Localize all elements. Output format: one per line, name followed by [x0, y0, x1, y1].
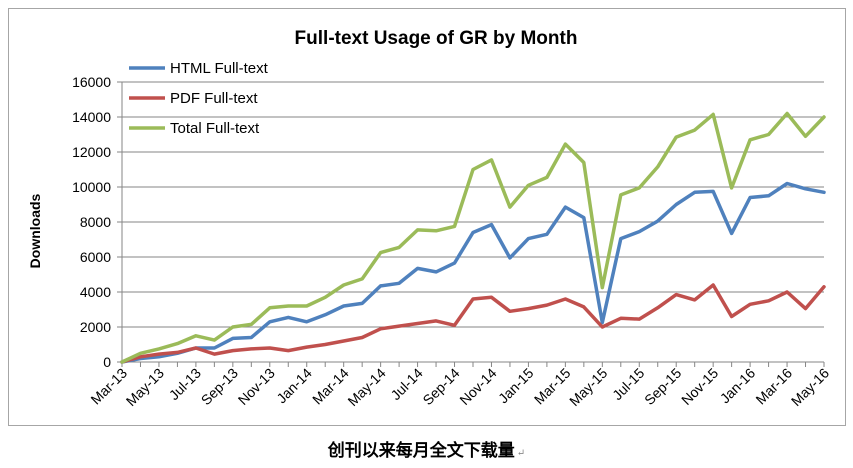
series-line-pdf-full-text — [120, 283, 826, 364]
y-tick-label: 16000 — [72, 74, 111, 90]
line-chart: Full-text Usage of GR by Month Downloads… — [27, 28, 832, 409]
y-tick-label: 12000 — [72, 144, 111, 160]
y-tick-label: 10000 — [72, 179, 111, 195]
gridlines — [122, 81, 824, 328]
x-tick-label: Jan-15 — [495, 365, 537, 407]
x-tick-label: Mar-14 — [309, 365, 352, 408]
series-line-html-full-text — [120, 181, 826, 364]
caption-text: 创刊以来每月全文下载量 — [327, 441, 515, 461]
x-tick-label: Sep-14 — [419, 365, 462, 408]
figure-caption: 创刊以来每月全文下载量 ↵ — [0, 436, 853, 461]
x-tick-label: Jan-16 — [717, 365, 759, 407]
x-tick-label: Mar-16 — [752, 365, 795, 408]
x-tick-label: Nov-15 — [678, 365, 721, 408]
legend: HTML Full-text PDF Full-text Total Full-te… — [129, 60, 269, 137]
chart-frame: Full-text Usage of GR by Month Downloads… — [8, 8, 846, 426]
x-tick-label: Jan-14 — [273, 365, 315, 407]
x-tick-label: Mar-15 — [531, 365, 574, 408]
x-tick-label: May-14 — [344, 365, 388, 409]
y-tick-label: 2000 — [80, 319, 111, 335]
x-tick-label: Sep-13 — [198, 365, 241, 408]
legend-label: HTML Full-text — [170, 60, 269, 77]
y-axis-label: Downloads — [27, 193, 43, 268]
chart-title: Full-text Usage of GR by Month — [295, 28, 578, 49]
y-tick-label: 14000 — [72, 109, 111, 125]
y-tick-label: 4000 — [80, 284, 111, 300]
x-tick-label: Sep-15 — [641, 365, 684, 408]
y-tick-label: 8000 — [80, 214, 111, 230]
x-tick-label: May-16 — [788, 365, 832, 409]
series-lines — [120, 111, 826, 364]
y-tick-label: 6000 — [80, 249, 111, 265]
x-tick-label: May-15 — [566, 365, 610, 409]
x-tick-label: Nov-13 — [235, 365, 278, 408]
x-tick-label: Mar-13 — [87, 365, 130, 408]
legend-label: Total Full-text — [170, 120, 260, 137]
x-tick-label: Nov-14 — [456, 365, 499, 408]
y-tick-label: 0 — [103, 354, 111, 370]
paragraph-mark: ↵ — [516, 448, 526, 459]
legend-label: PDF Full-text — [170, 90, 258, 107]
series-line-total-full-text — [120, 111, 826, 364]
x-tick-label: May-13 — [123, 365, 167, 409]
